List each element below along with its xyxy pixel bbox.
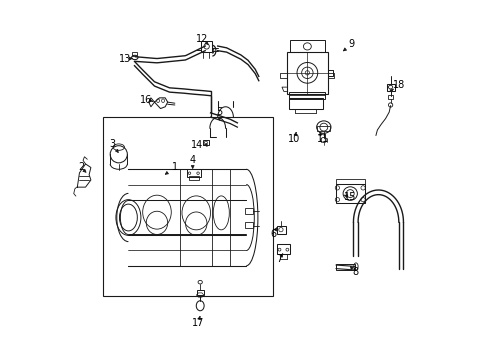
Bar <box>335 264 354 270</box>
Text: 8: 8 <box>351 267 358 277</box>
Text: 18: 18 <box>392 80 404 90</box>
Text: 9: 9 <box>348 39 354 49</box>
Bar <box>187 169 201 177</box>
Text: 10: 10 <box>288 134 300 144</box>
Bar <box>317 126 329 131</box>
Bar <box>286 53 327 94</box>
Bar <box>201 41 212 52</box>
Text: 3: 3 <box>109 139 115 149</box>
Text: 11: 11 <box>316 134 328 144</box>
Bar <box>276 244 290 254</box>
Bar <box>386 84 394 91</box>
Bar <box>103 117 272 296</box>
Bar <box>276 226 285 234</box>
Bar <box>387 95 392 99</box>
Text: 14: 14 <box>191 140 203 150</box>
Bar <box>189 176 199 180</box>
Bar <box>244 222 253 228</box>
Text: 6: 6 <box>269 229 276 239</box>
Text: 16: 16 <box>140 95 152 105</box>
Bar <box>132 52 137 56</box>
Bar <box>196 290 203 295</box>
Text: 4: 4 <box>189 156 195 165</box>
Bar <box>203 140 209 145</box>
Text: 1: 1 <box>171 162 178 172</box>
Bar <box>244 207 253 214</box>
Bar <box>335 179 364 184</box>
Text: 13: 13 <box>119 54 131 64</box>
Bar <box>288 98 323 109</box>
Text: 12: 12 <box>196 34 208 44</box>
Text: 7: 7 <box>276 254 282 264</box>
Text: 2: 2 <box>78 162 84 172</box>
Bar <box>290 40 324 53</box>
Bar <box>335 184 364 203</box>
Bar <box>288 92 324 99</box>
Text: 5: 5 <box>216 107 222 117</box>
Text: 17: 17 <box>191 318 204 328</box>
Text: 15: 15 <box>343 192 355 202</box>
